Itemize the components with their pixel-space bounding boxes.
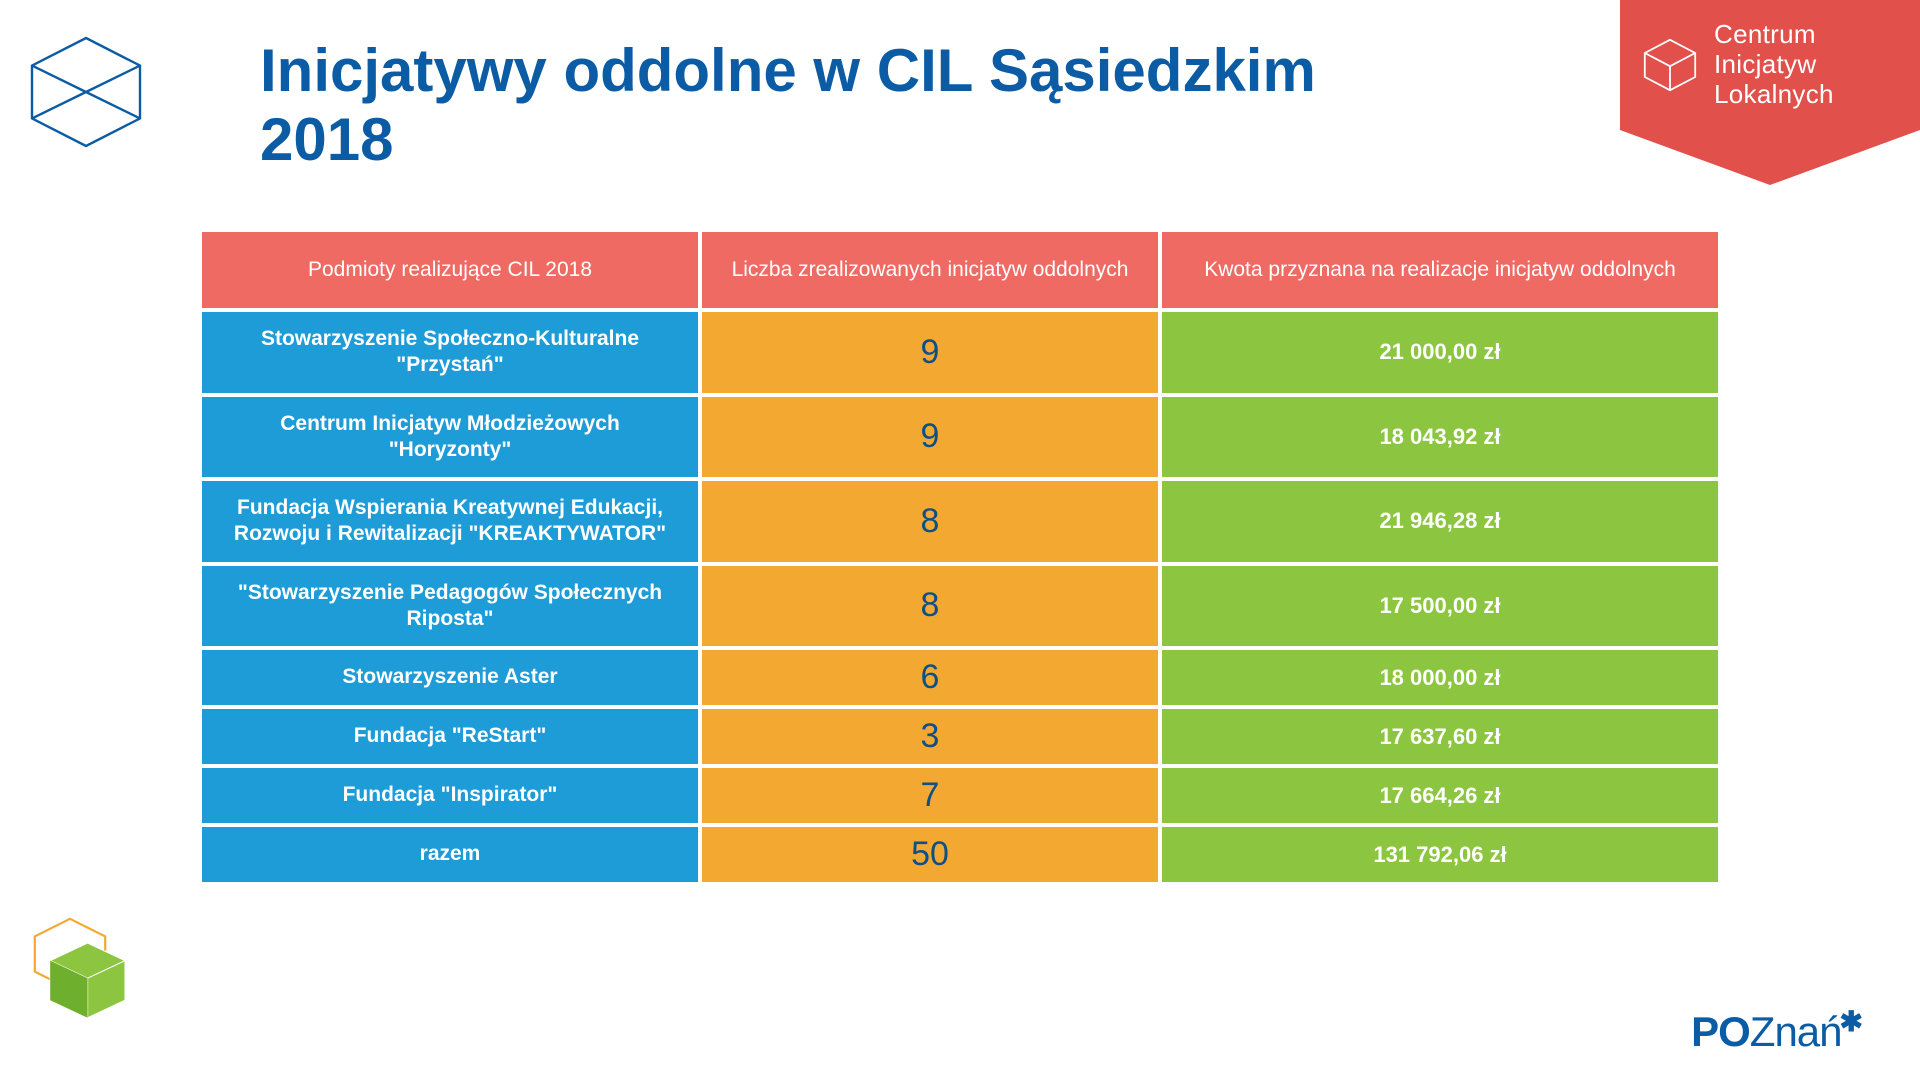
- poznan-bold: PO: [1691, 1008, 1750, 1055]
- cell-count: 9: [700, 310, 1160, 395]
- cell-entity: Stowarzyszenie Aster: [200, 648, 700, 707]
- brand-badge: Centrum Inicjatyw Lokalnych: [1620, 0, 1920, 190]
- col-header-count: Liczba zrealizowanych inicjatyw oddolnyc…: [700, 230, 1160, 310]
- cell-entity: razem: [200, 825, 700, 884]
- page-title: Inicjatywy oddolne w CIL Sąsiedzkim 2018: [260, 36, 1460, 174]
- table-row: Stowarzyszenie Aster618 000,00 zł: [200, 648, 1720, 707]
- cell-count: 9: [700, 395, 1160, 480]
- cell-amount: 21 000,00 zł: [1160, 310, 1720, 395]
- cell-entity: "Stowarzyszenie Pedagogów Społecznych Ri…: [200, 564, 700, 649]
- table-header-row: Podmioty realizujące CIL 2018 Liczba zre…: [200, 230, 1720, 310]
- cell-count: 50: [700, 825, 1160, 884]
- cell-amount: 131 792,06 zł: [1160, 825, 1720, 884]
- cube-outline-icon: [26, 32, 146, 152]
- cell-count: 7: [700, 766, 1160, 825]
- cell-entity: Centrum Inicjatyw Młodzieżowych "Horyzon…: [200, 395, 700, 480]
- table-row: Fundacja Wspierania Kreatywnej Edukacji,…: [200, 479, 1720, 564]
- cell-count: 3: [700, 707, 1160, 766]
- cell-amount: 18 000,00 zł: [1160, 648, 1720, 707]
- table-row: razem50131 792,06 zł: [200, 825, 1720, 884]
- cell-entity: Fundacja "ReStart": [200, 707, 700, 766]
- cell-amount: 17 637,60 zł: [1160, 707, 1720, 766]
- cell-amount: 17 500,00 zł: [1160, 564, 1720, 649]
- cell-count: 8: [700, 479, 1160, 564]
- table-row: Fundacja "ReStart"317 637,60 zł: [200, 707, 1720, 766]
- cube-stack-icon: [26, 910, 136, 1020]
- badge-line2: Inicjatyw: [1714, 49, 1816, 79]
- col-header-amount: Kwota przyznana na realizacje inicjatyw …: [1160, 230, 1720, 310]
- poznan-thin: Znań: [1750, 1008, 1842, 1055]
- badge-text: Centrum Inicjatyw Lokalnych: [1714, 20, 1834, 110]
- cube-white-icon: [1640, 35, 1700, 95]
- badge-line1: Centrum: [1714, 19, 1816, 49]
- table-row: Stowarzyszenie Społeczno-Kulturalne "Prz…: [200, 310, 1720, 395]
- col-header-entity: Podmioty realizujące CIL 2018: [200, 230, 700, 310]
- star-icon: ✱: [1840, 1006, 1862, 1037]
- table-row: Centrum Inicjatyw Młodzieżowych "Horyzon…: [200, 395, 1720, 480]
- cell-entity: Stowarzyszenie Społeczno-Kulturalne "Prz…: [200, 310, 700, 395]
- cell-entity: Fundacja "Inspirator": [200, 766, 700, 825]
- badge-line3: Lokalnych: [1714, 79, 1834, 109]
- cell-amount: 17 664,26 zł: [1160, 766, 1720, 825]
- cell-entity: Fundacja Wspierania Kreatywnej Edukacji,…: [200, 479, 700, 564]
- cell-amount: 18 043,92 zł: [1160, 395, 1720, 480]
- table-row: Fundacja "Inspirator"717 664,26 zł: [200, 766, 1720, 825]
- table-row: "Stowarzyszenie Pedagogów Społecznych Ri…: [200, 564, 1720, 649]
- cell-count: 6: [700, 648, 1160, 707]
- initiatives-table: Podmioty realizujące CIL 2018 Liczba zre…: [200, 230, 1720, 884]
- cell-amount: 21 946,28 zł: [1160, 479, 1720, 564]
- cell-count: 8: [700, 564, 1160, 649]
- poznan-logo: POZnań✱: [1691, 1005, 1862, 1056]
